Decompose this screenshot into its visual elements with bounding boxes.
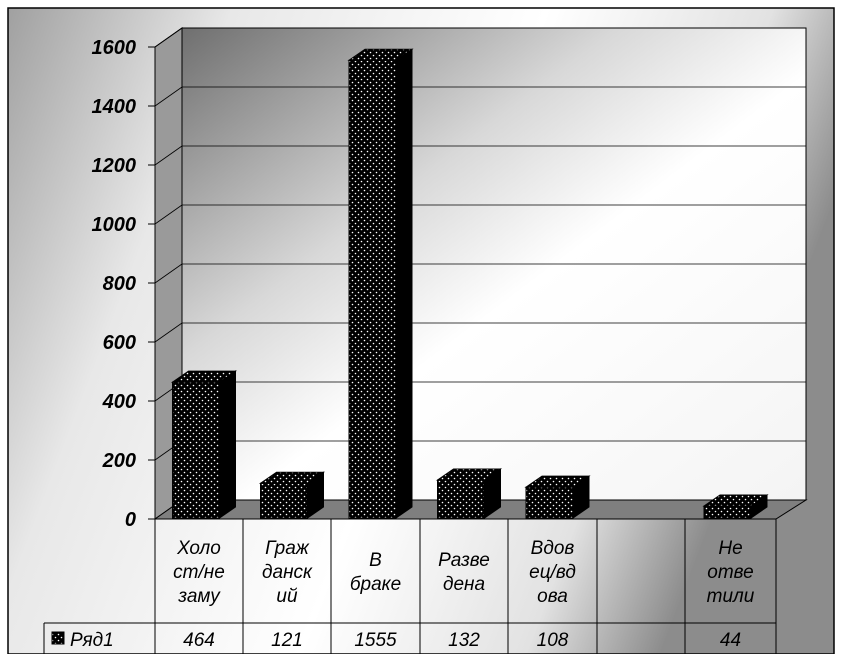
category-label: данск [262,562,313,583]
bar-top [258,471,326,484]
gridline-diagonal [154,145,183,166]
y-tick-label: 400 [102,391,136,413]
bar-front [703,505,752,519]
bar-front [172,381,220,519]
category-label: Вдов [531,538,575,559]
category-label: В [369,550,382,571]
category-label: ст/не [173,562,225,583]
gridline-diagonal [154,204,183,225]
data-table-value: 121 [271,630,303,651]
y-tick-label: 1600 [92,37,137,59]
bar-front [260,482,308,519]
data-table-value: 464 [183,630,215,651]
gridline-diagonal [154,27,183,48]
bar-top [347,48,414,61]
y-tick-label: 200 [102,450,136,472]
y-tick-label: 1000 [92,214,137,236]
category-label: браке [350,574,401,595]
bar-top [702,494,769,507]
bar-front [525,486,574,519]
category-label: тили [707,586,755,607]
gridline-diagonal [154,263,183,284]
category-label: Разве [438,550,490,571]
y-tick-label: 1200 [92,155,137,177]
data-table-value: 108 [537,630,569,651]
category-label: Не [718,538,742,559]
y-axis-ticks: 0 200 400 600 800 1000 1200 1400 1600 [92,37,155,531]
category-label: ий [276,586,298,607]
category-label: дена [443,574,485,595]
y-tick-label: 0 [125,509,136,531]
bar-front [348,59,397,519]
y-tick-label: 600 [103,332,136,354]
bar-top [435,468,503,481]
category-label: Граж [265,538,310,559]
legend-series-name: Ряд1 [70,630,114,651]
category-label: ова [537,586,568,607]
bar-side [395,48,413,519]
data-table-value: 44 [720,630,741,651]
y-tick-label: 800 [103,273,136,295]
data-table-value: 132 [448,630,480,651]
gridlines [154,27,806,461]
bar-front [437,479,485,519]
category-label: отве [707,562,753,583]
category-label: заму [177,586,221,607]
legend-swatch [51,631,65,645]
bar-top [524,475,591,488]
gridline-diagonal [154,322,183,343]
bars [170,48,769,519]
gridline-diagonal [154,86,183,107]
category-label: ец/вд [529,562,576,583]
y-tick-label: 1400 [92,96,137,118]
data-table-value: 1555 [354,630,397,651]
bar-top [170,370,238,383]
category-label: Холо [176,538,221,559]
bar-side [219,370,236,519]
